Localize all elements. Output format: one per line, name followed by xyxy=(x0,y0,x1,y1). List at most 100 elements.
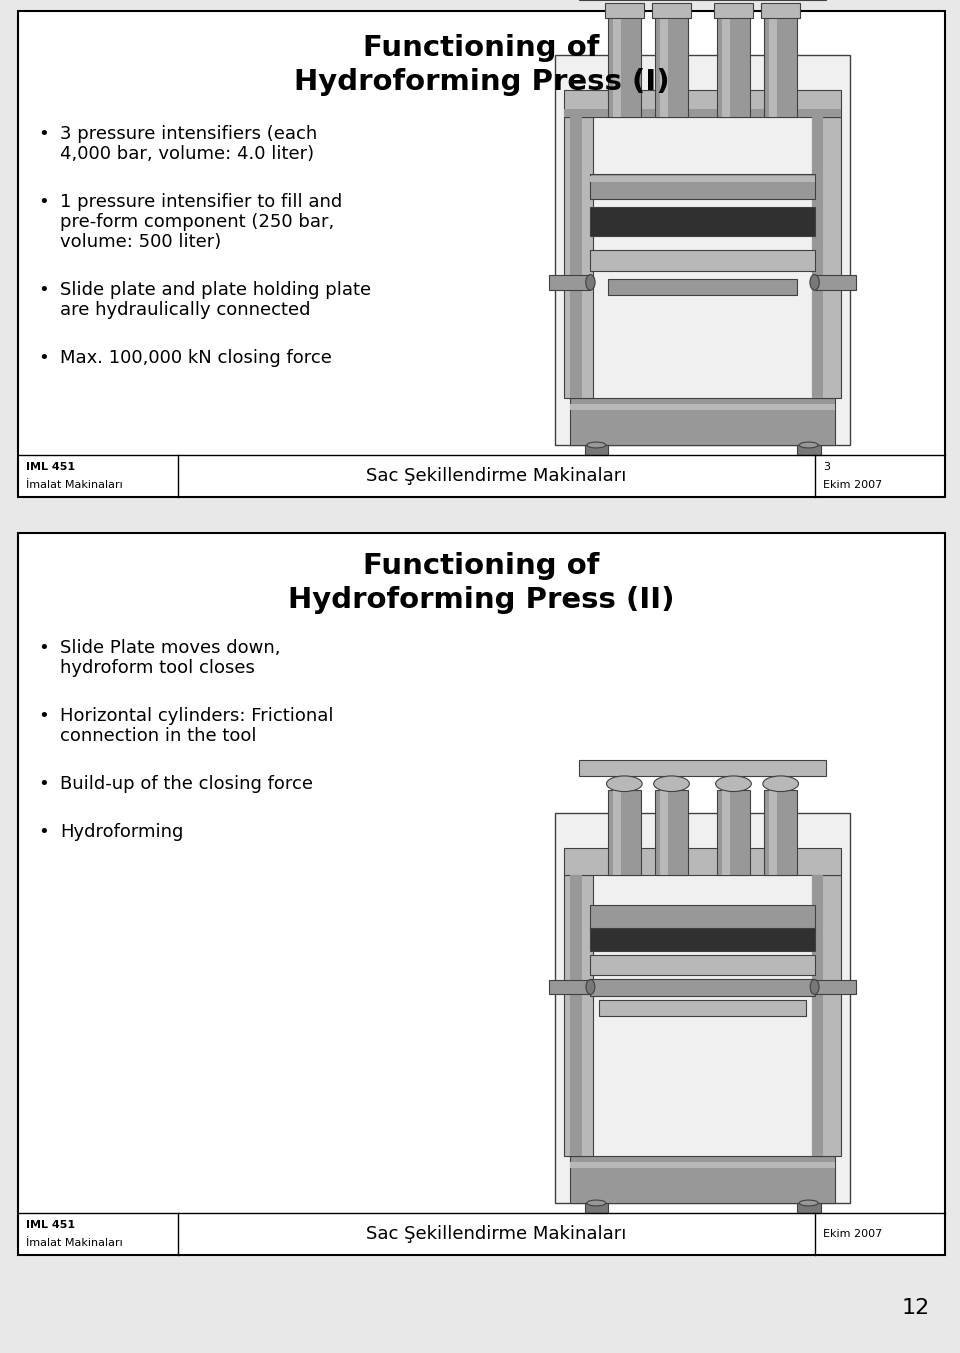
Ellipse shape xyxy=(810,275,819,290)
Bar xyxy=(797,445,821,455)
Bar xyxy=(590,176,815,181)
Ellipse shape xyxy=(715,777,752,792)
Bar xyxy=(656,8,687,118)
Bar xyxy=(811,875,841,1157)
Text: Functioning of: Functioning of xyxy=(363,34,600,62)
Bar xyxy=(549,980,590,994)
Text: are hydraulically connected: are hydraulically connected xyxy=(60,300,310,319)
Bar xyxy=(564,118,593,398)
Bar xyxy=(764,8,797,118)
Text: •: • xyxy=(38,349,49,367)
Bar xyxy=(564,110,841,118)
Ellipse shape xyxy=(763,777,799,792)
Bar xyxy=(590,928,815,951)
Bar xyxy=(585,1203,608,1212)
Bar xyxy=(613,8,621,118)
Text: Ekim 2007: Ekim 2007 xyxy=(823,1229,882,1239)
Ellipse shape xyxy=(587,442,606,448)
Bar xyxy=(608,8,640,118)
Ellipse shape xyxy=(586,980,595,994)
Bar xyxy=(717,8,750,118)
Text: •: • xyxy=(38,124,49,143)
Bar xyxy=(761,3,800,18)
Bar xyxy=(811,875,824,1157)
Text: Hydroforming: Hydroforming xyxy=(60,823,183,842)
Bar xyxy=(652,3,691,18)
Ellipse shape xyxy=(810,980,819,994)
Text: Hydroforming Press (II): Hydroforming Press (II) xyxy=(288,586,675,614)
Text: İmalat Makinaları: İmalat Makinaları xyxy=(26,1238,123,1247)
Bar xyxy=(569,118,582,398)
Bar xyxy=(769,8,778,118)
Text: •: • xyxy=(38,708,49,725)
Bar xyxy=(590,207,815,237)
Text: Slide Plate moves down,: Slide Plate moves down, xyxy=(60,639,280,658)
Bar xyxy=(590,905,815,930)
Text: IML 451: IML 451 xyxy=(26,461,75,472)
Bar xyxy=(590,955,815,976)
Text: 4,000 bar, volume: 4.0 liter): 4,000 bar, volume: 4.0 liter) xyxy=(60,145,314,162)
Text: Hydroforming Press (I): Hydroforming Press (I) xyxy=(294,68,669,96)
Bar xyxy=(722,790,731,875)
Ellipse shape xyxy=(800,1200,818,1206)
Bar xyxy=(769,790,778,875)
Text: •: • xyxy=(38,775,49,793)
Text: hydroform tool closes: hydroform tool closes xyxy=(60,659,254,676)
Text: 3 pressure intensifiers (each: 3 pressure intensifiers (each xyxy=(60,124,317,143)
Text: Max. 100,000 kN closing force: Max. 100,000 kN closing force xyxy=(60,349,332,367)
Text: Horizontal cylinders: Frictional: Horizontal cylinders: Frictional xyxy=(60,708,333,725)
Bar xyxy=(660,790,668,875)
Text: •: • xyxy=(38,281,49,299)
Text: Sac Şekillendirme Makinaları: Sac Şekillendirme Makinaları xyxy=(367,467,627,484)
Text: •: • xyxy=(38,193,49,211)
Bar xyxy=(811,118,841,398)
Ellipse shape xyxy=(654,777,689,792)
Bar xyxy=(569,398,835,445)
Bar xyxy=(564,848,841,875)
Bar xyxy=(569,1162,835,1168)
Bar xyxy=(585,445,608,455)
Text: Build-up of the closing force: Build-up of the closing force xyxy=(60,775,313,793)
Text: Ekim 2007: Ekim 2007 xyxy=(823,480,882,490)
Text: İmalat Makinaları: İmalat Makinaları xyxy=(26,480,123,490)
Ellipse shape xyxy=(800,442,818,448)
Bar xyxy=(608,790,640,875)
Bar xyxy=(590,250,815,272)
Bar xyxy=(18,11,945,497)
Bar xyxy=(564,875,593,1157)
Bar xyxy=(569,405,835,410)
Text: IML 451: IML 451 xyxy=(26,1220,75,1230)
Bar xyxy=(579,760,827,777)
Text: volume: 500 liter): volume: 500 liter) xyxy=(60,233,221,252)
Bar xyxy=(717,790,750,875)
Text: 12: 12 xyxy=(901,1298,930,1318)
Text: pre-form component (250 bar,: pre-form component (250 bar, xyxy=(60,212,334,231)
Bar xyxy=(549,275,590,290)
Bar xyxy=(599,1000,805,1016)
Bar xyxy=(764,790,797,875)
Bar xyxy=(656,790,687,875)
Bar xyxy=(714,3,753,18)
Text: 1 pressure intensifier to fill and: 1 pressure intensifier to fill and xyxy=(60,193,343,211)
Bar xyxy=(590,175,815,199)
Bar xyxy=(555,55,850,445)
Bar xyxy=(18,533,945,1256)
Text: Sac Şekillendirme Makinaları: Sac Şekillendirme Makinaları xyxy=(367,1224,627,1243)
Bar xyxy=(564,91,841,118)
Bar xyxy=(569,875,582,1157)
Bar xyxy=(605,3,644,18)
Bar xyxy=(815,980,856,994)
Text: 3: 3 xyxy=(823,461,830,472)
Text: Functioning of: Functioning of xyxy=(363,552,600,580)
Text: connection in the tool: connection in the tool xyxy=(60,727,256,746)
Ellipse shape xyxy=(587,1200,606,1206)
Bar xyxy=(797,1203,821,1212)
Bar xyxy=(811,118,824,398)
Ellipse shape xyxy=(586,275,595,290)
Bar xyxy=(590,978,815,996)
Text: Slide plate and plate holding plate: Slide plate and plate holding plate xyxy=(60,281,372,299)
Bar xyxy=(815,275,856,290)
Ellipse shape xyxy=(607,777,642,792)
Bar xyxy=(613,790,621,875)
Bar xyxy=(569,1157,835,1203)
